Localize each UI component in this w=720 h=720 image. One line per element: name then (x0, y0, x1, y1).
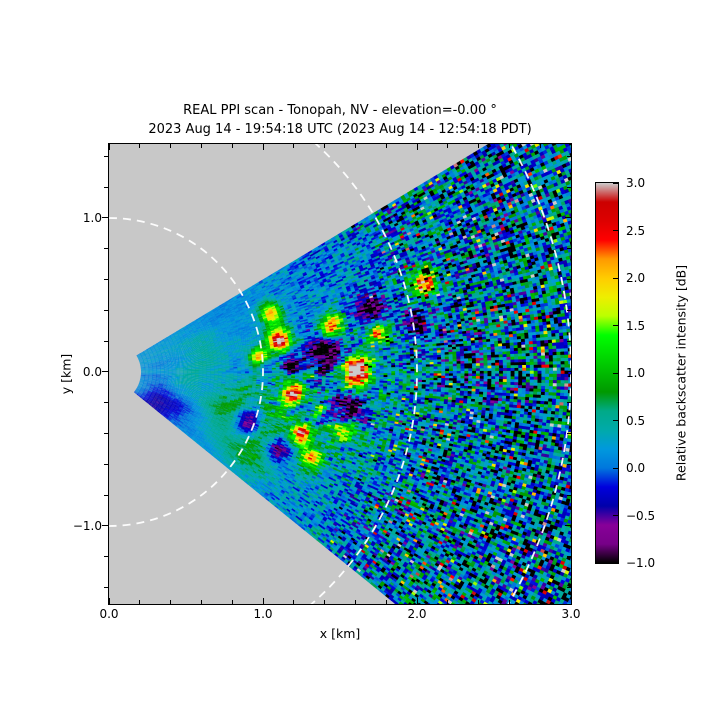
colorbar (595, 182, 619, 564)
x-tick-bottom (508, 600, 510, 604)
x-tick-top (262, 144, 264, 150)
colorbar-tick-label: 3.0 (626, 176, 646, 190)
colorbar-tick-label: 2.5 (626, 223, 646, 238)
x-tick-top (508, 144, 510, 148)
x-tick-top (570, 144, 572, 150)
y-tick-left (104, 587, 108, 589)
x-tick-top (139, 144, 141, 148)
x-tick-bottom (108, 598, 110, 604)
y-tick-left (102, 371, 108, 373)
y-tick-left (104, 433, 108, 435)
y-tick-right (567, 309, 571, 311)
y-tick-right (567, 463, 571, 465)
x-tick-top (539, 144, 541, 148)
colorbar-tick (613, 467, 618, 469)
colorbar-tick (613, 230, 618, 231)
x-tick-bottom (416, 598, 418, 604)
colorbar-tick-label: −1.0 (626, 556, 656, 570)
x-tick-bottom (200, 600, 202, 604)
colorbar-tick (613, 325, 618, 326)
y-tick-left (104, 463, 108, 465)
x-tick-bottom (447, 600, 449, 604)
y-tick-right (567, 186, 571, 188)
y-tick-left (102, 525, 108, 527)
y-tick-left (104, 402, 108, 404)
x-tick-bottom (539, 600, 541, 604)
y-tick-right (567, 279, 571, 281)
y-tick-label: 0.0 (82, 364, 102, 379)
title-line-2: 2023 Aug 14 - 19:54:18 UTC (2023 Aug 14 … (148, 122, 532, 137)
x-tick-label: 1.0 (253, 607, 273, 621)
y-tick-left (104, 248, 108, 250)
x-tick-label: 3.0 (561, 607, 581, 621)
y-tick-right (567, 494, 571, 496)
y-tick-left (104, 494, 108, 496)
x-tick-bottom (324, 600, 326, 604)
plot-title: REAL PPI scan - Tonopah, NV - elevation=… (89, 101, 591, 139)
x-tick-top (447, 144, 449, 148)
x-tick-top (231, 144, 233, 148)
x-tick-top (478, 144, 480, 148)
colorbar-tick (613, 183, 618, 184)
colorbar-gradient (596, 183, 618, 563)
y-tick-left (104, 340, 108, 342)
ppi-scan-canvas (109, 144, 571, 604)
y-tick-right (567, 340, 571, 342)
x-tick-bottom (293, 600, 295, 604)
x-tick-top (293, 144, 295, 148)
y-tick-label: −1.0 (72, 518, 102, 533)
y-tick-left (104, 186, 108, 188)
y-tick-right (565, 525, 571, 527)
x-tick-bottom (570, 598, 572, 604)
y-tick-right (565, 217, 571, 219)
title-line-1: REAL PPI scan - Tonopah, NV - elevation=… (183, 103, 497, 118)
x-tick-bottom (170, 600, 172, 604)
x-tick-label: 0.0 (99, 607, 119, 621)
colorbar-tick (613, 420, 618, 421)
colorbar-tick-label: 0.0 (626, 461, 646, 475)
y-tick-right (565, 371, 571, 373)
y-tick-right (567, 402, 571, 404)
colorbar-tick-label: 1.5 (626, 318, 646, 333)
plot-area (108, 143, 572, 605)
colorbar-tick (613, 372, 618, 374)
y-tick-left (102, 217, 108, 219)
x-tick-top (200, 144, 202, 148)
x-tick-top (416, 144, 418, 150)
y-tick-right (567, 155, 571, 157)
x-tick-top (108, 144, 110, 150)
colorbar-tick (613, 562, 618, 564)
colorbar-tick (613, 277, 618, 279)
colorbar-tick-label: 1.0 (626, 366, 646, 380)
colorbar-tick-label: 0.5 (626, 413, 646, 428)
y-tick-label: 1.0 (82, 210, 102, 225)
x-tick-bottom (262, 598, 264, 604)
x-tick-bottom (354, 600, 356, 604)
y-tick-left (104, 155, 108, 157)
colorbar-label: Relative backscatter intensity [dB] (673, 264, 689, 482)
y-tick-right (567, 433, 571, 435)
x-axis-label: x [km] (319, 626, 361, 641)
y-tick-left (104, 556, 108, 558)
x-tick-bottom (478, 600, 480, 604)
x-tick-top (354, 144, 356, 148)
colorbar-tick-label: 2.0 (626, 271, 646, 285)
x-tick-bottom (139, 600, 141, 604)
x-tick-top (170, 144, 172, 148)
colorbar-tick-label: −0.5 (626, 508, 656, 523)
y-tick-right (567, 248, 571, 250)
y-tick-left (104, 309, 108, 311)
y-tick-right (567, 587, 571, 589)
x-tick-top (324, 144, 326, 148)
x-tick-bottom (385, 600, 387, 604)
x-tick-label: 2.0 (407, 607, 427, 621)
x-tick-bottom (231, 600, 233, 604)
y-tick-right (567, 556, 571, 558)
x-tick-top (385, 144, 387, 148)
y-tick-left (104, 279, 108, 281)
colorbar-tick (613, 515, 618, 516)
